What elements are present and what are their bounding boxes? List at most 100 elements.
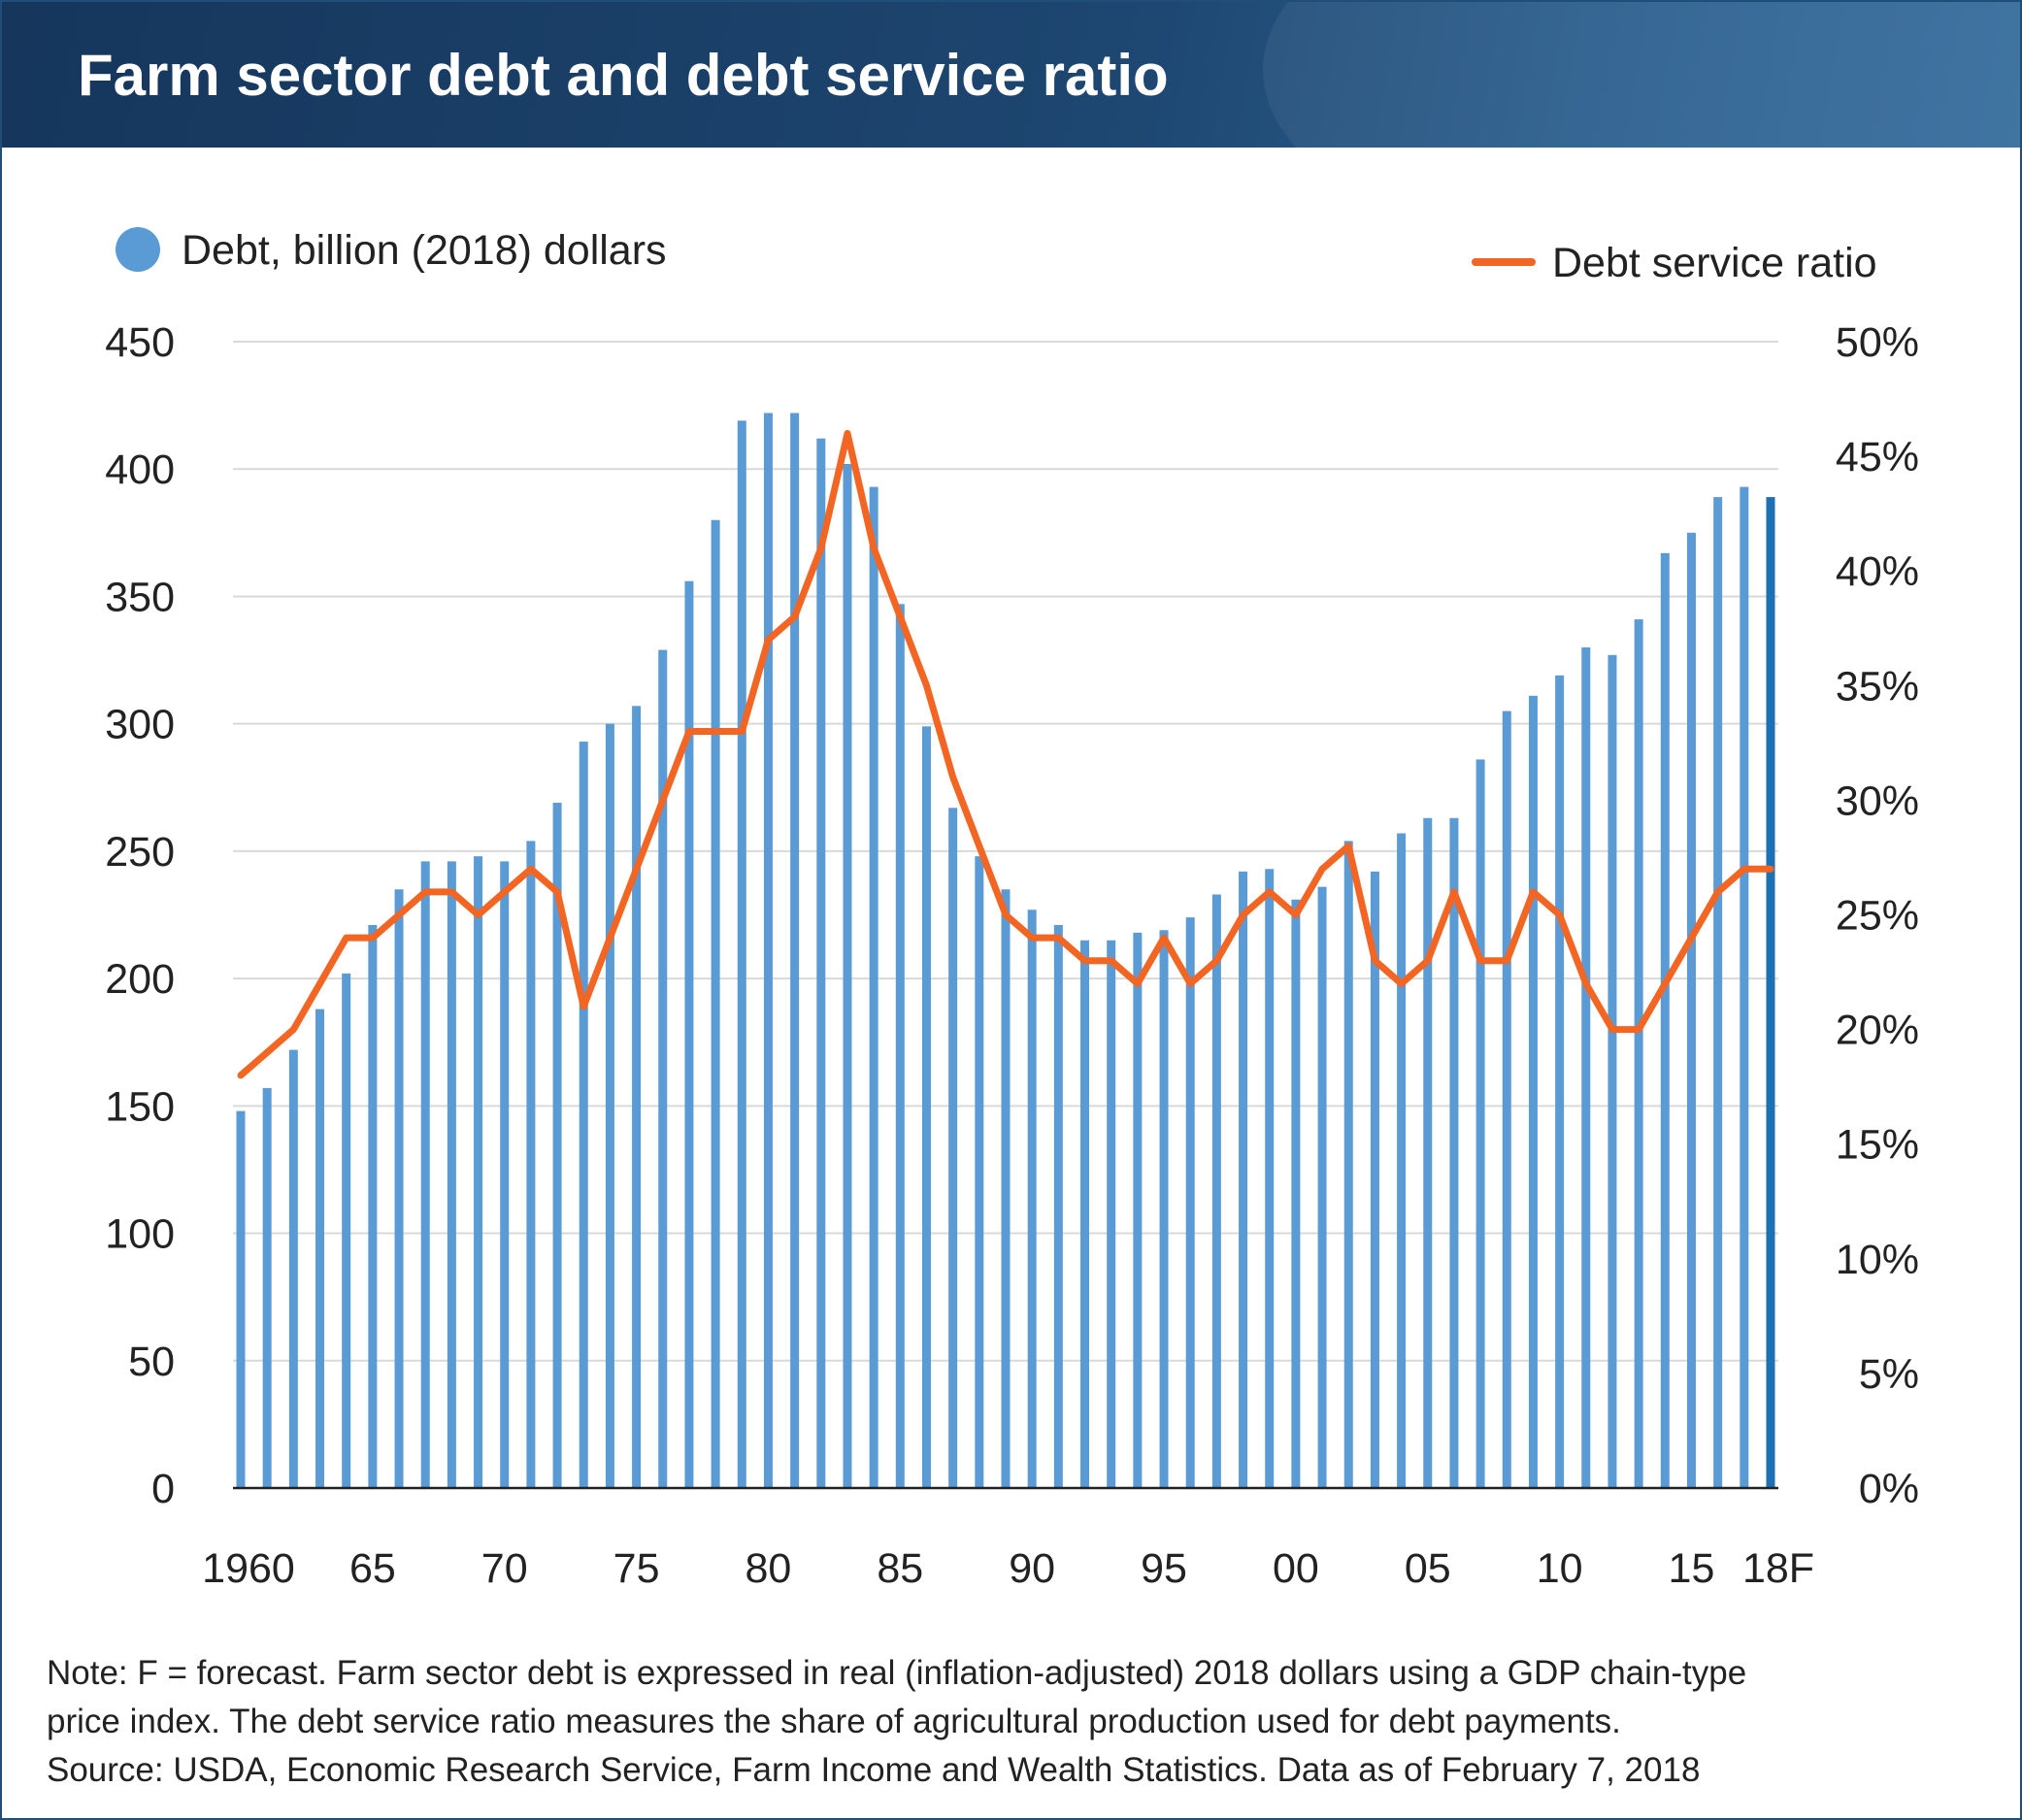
x-axis-tick-label: 15 [1669, 1545, 1715, 1592]
bar [1449, 817, 1459, 1488]
bar [1740, 486, 1749, 1489]
bar [368, 924, 378, 1488]
x-axis-tick-label: 85 [877, 1545, 923, 1592]
left-axis-tick-label: 350 [105, 574, 175, 620]
bar [1107, 940, 1116, 1488]
bar [420, 861, 430, 1488]
x-axis-tick-label: 65 [349, 1545, 396, 1592]
bar [1581, 646, 1591, 1488]
bar [1555, 675, 1565, 1488]
chart-title: Farm sector debt and debt service ratio [78, 43, 1169, 108]
right-axis-tick-label: 35% [1836, 663, 1919, 710]
bar [1291, 899, 1301, 1488]
bar [605, 723, 614, 1488]
legend-debt-marker [116, 227, 160, 272]
bar [1370, 871, 1379, 1488]
x-axis-tick-label: 95 [1141, 1545, 1187, 1592]
bar [1608, 654, 1617, 1488]
bar [1001, 889, 1011, 1488]
bar-forecast [1766, 497, 1775, 1488]
bar [1423, 817, 1433, 1488]
right-axis-tick-label: 45% [1836, 434, 1919, 480]
x-axis-tick-label: 10 [1537, 1545, 1583, 1592]
bar [262, 1087, 272, 1488]
note-line-3: Source: USDA, Economic Research Service,… [47, 1751, 1701, 1789]
x-axis-tick-label: 80 [746, 1545, 792, 1592]
debt-service-ratio-line [237, 430, 1774, 1079]
right-axis-tick-label: 5% [1859, 1351, 1919, 1398]
right-axis-tick-label: 25% [1836, 893, 1919, 940]
bar [632, 706, 642, 1488]
x-axis-tick-label: 75 [613, 1545, 660, 1592]
legend-ratio-label: Debt service ratio [1552, 240, 1877, 286]
right-axis-tick-label: 50% [1836, 319, 1919, 366]
left-axis-tick-label: 150 [105, 1083, 175, 1130]
bar [1080, 940, 1090, 1488]
x-axis-tick-label: 70 [481, 1545, 528, 1592]
bar [1239, 871, 1248, 1488]
note-line-2: price index. The debt service ratio meas… [47, 1703, 1621, 1740]
bar [1053, 924, 1063, 1488]
right-axis-tick-label: 15% [1836, 1122, 1919, 1169]
bar [1713, 497, 1723, 1488]
bar [1027, 910, 1037, 1488]
bar [1343, 841, 1353, 1488]
right-axis-tick-label: 0% [1859, 1466, 1919, 1512]
right-axis-tick-label: 30% [1836, 778, 1919, 824]
bar [975, 856, 984, 1488]
bar [315, 1009, 325, 1488]
bar [579, 742, 588, 1488]
debt-chart: 0501001502002503003504004500%5%10%15%20%… [105, 227, 1919, 1592]
right-axis-tick-label: 10% [1836, 1237, 1919, 1283]
bar [1660, 552, 1670, 1488]
bar [684, 580, 694, 1488]
bar [500, 861, 510, 1488]
bar [711, 519, 720, 1488]
note-line-1: Note: F = forecast. Farm sector debt is … [47, 1654, 1747, 1692]
bar [1185, 917, 1195, 1488]
bar [526, 841, 536, 1488]
bar [474, 856, 483, 1488]
bar [447, 861, 456, 1488]
bar [737, 420, 746, 1488]
left-axis-tick-label: 200 [105, 956, 175, 1003]
bar [816, 438, 826, 1488]
bar [1397, 833, 1407, 1488]
bar [1634, 619, 1643, 1488]
left-axis-tick-label: 100 [105, 1211, 175, 1258]
bar [1475, 759, 1485, 1488]
left-axis-tick-label: 50 [128, 1339, 175, 1385]
bar [869, 486, 878, 1489]
bar [288, 1049, 298, 1488]
chart-header: Farm sector debt and debt service ratio [2, 2, 2020, 148]
x-axis-tick-label: 05 [1405, 1545, 1451, 1592]
left-axis-tick-label: 0 [151, 1466, 175, 1512]
bar [1686, 532, 1696, 1488]
right-axis-tick-label: 40% [1836, 548, 1919, 595]
bar [1502, 711, 1511, 1488]
bar [342, 973, 351, 1488]
bar [552, 803, 562, 1488]
right-axis-tick-label: 20% [1836, 1008, 1919, 1054]
bar [394, 889, 404, 1488]
bar [658, 649, 668, 1488]
bar [895, 604, 905, 1488]
left-axis-tick-label: 250 [105, 829, 175, 876]
bar [921, 726, 931, 1488]
x-axis-tick-label: 90 [1009, 1545, 1055, 1592]
left-axis-tick-label: 450 [105, 319, 175, 366]
x-axis-tick-label: 1960 [202, 1545, 295, 1592]
bar [1265, 869, 1275, 1488]
x-axis-tick-label: 18F [1742, 1545, 1814, 1592]
bar [948, 808, 958, 1488]
bar [1159, 930, 1169, 1488]
left-axis-tick-label: 400 [105, 447, 175, 493]
header-decoration [1263, 2, 2020, 148]
left-axis-tick-label: 300 [105, 702, 175, 748]
chart-note: Note: F = forecast. Farm sector debt is … [47, 1649, 1978, 1795]
bar [1211, 894, 1221, 1488]
bar [236, 1110, 246, 1488]
x-axis-tick-label: 00 [1273, 1545, 1319, 1592]
bar [790, 413, 800, 1489]
